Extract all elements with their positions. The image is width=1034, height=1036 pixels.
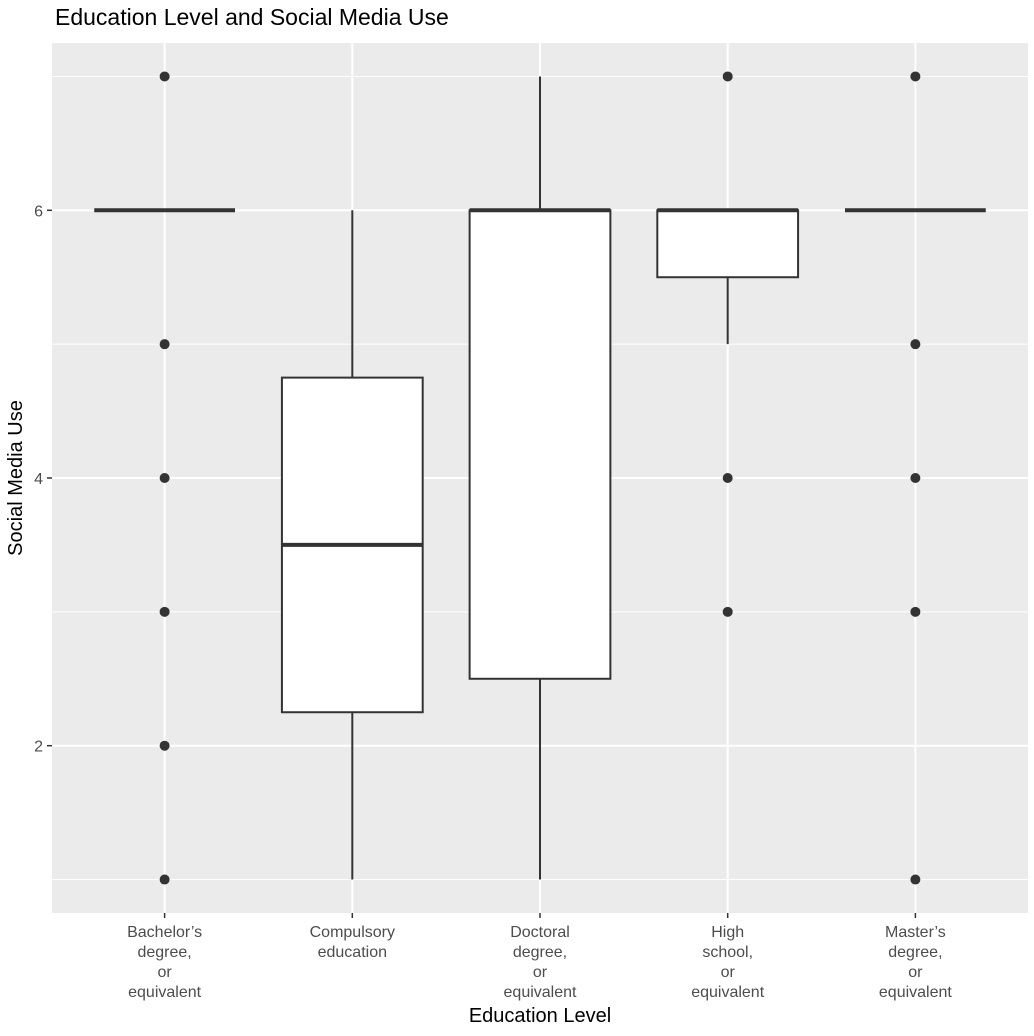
outlier-point <box>159 606 170 617</box>
x-tick-label-line: Compulsory <box>310 924 395 941</box>
x-tick-label-line: degree, <box>513 944 567 961</box>
box-group <box>845 71 986 885</box>
outlier-point <box>159 740 170 751</box>
x-tick-label-line: equivalent <box>504 984 578 1001</box>
x-tick-label-line: equivalent <box>128 984 202 1001</box>
x-tick-label: Master’s degree, or equivalent <box>879 924 953 1001</box>
outlier-point <box>159 339 170 350</box>
box-group <box>468 76 612 880</box>
x-tick-label-line: or <box>533 964 548 981</box>
box-iqr <box>468 209 612 680</box>
x-axis: Bachelor’s degree, or equivalent Compulsory e… <box>127 913 952 1001</box>
x-tick-label-line: High <box>711 924 744 941</box>
outlier-point <box>722 473 733 483</box>
x-tick-label: Doctoral degree, or equivalent <box>504 924 578 1001</box>
chart-title: Education Level and Social Media Use <box>55 4 449 30</box>
outlier-point <box>722 71 733 82</box>
outlier-point <box>159 874 170 885</box>
x-tick-label-line: school, <box>702 944 753 961</box>
outlier-point <box>910 473 921 483</box>
x-tick-label-line: or <box>721 964 736 981</box>
outlier-point <box>910 339 921 350</box>
outlier-point <box>910 606 921 617</box>
x-tick-label-line: degree, <box>137 944 191 961</box>
x-tick-label-line: equivalent <box>691 984 765 1001</box>
x-tick-label-line: Master’s <box>885 924 946 941</box>
x-tick-label-line: education <box>318 944 387 961</box>
x-tick-label: High school, or equivalent <box>691 924 765 1001</box>
y-axis-title: Social Media Use <box>5 400 27 556</box>
x-tick-label-line: equivalent <box>879 984 953 1001</box>
y-tick-label: 6 <box>34 203 43 220</box>
boxes-layer <box>94 71 986 885</box>
box-iqr <box>656 209 800 279</box>
x-axis-title: Education Level <box>469 1005 611 1027</box>
box-group <box>280 210 424 880</box>
outlier-point <box>910 71 921 82</box>
y-axis: 2 4 6 <box>34 203 52 756</box>
y-tick-label: 2 <box>34 739 43 756</box>
x-tick-label: Bachelor’s degree, or equivalent <box>127 924 202 1001</box>
x-tick-label: Compulsory education <box>310 924 395 961</box>
x-tick-label-line: Doctoral <box>510 924 570 941</box>
box-group <box>94 71 235 885</box>
outlier-point <box>910 874 921 885</box>
outlier-point <box>159 473 170 483</box>
x-tick-label-line: degree, <box>888 944 942 961</box>
outlier-point <box>159 71 170 82</box>
box-group <box>656 71 800 617</box>
x-tick-label-line: or <box>157 964 172 981</box>
outlier-point <box>722 606 733 617</box>
x-tick-label-line: Bachelor’s <box>127 924 202 941</box>
y-tick-label: 4 <box>34 471 43 488</box>
x-tick-label-line: or <box>908 964 923 981</box>
